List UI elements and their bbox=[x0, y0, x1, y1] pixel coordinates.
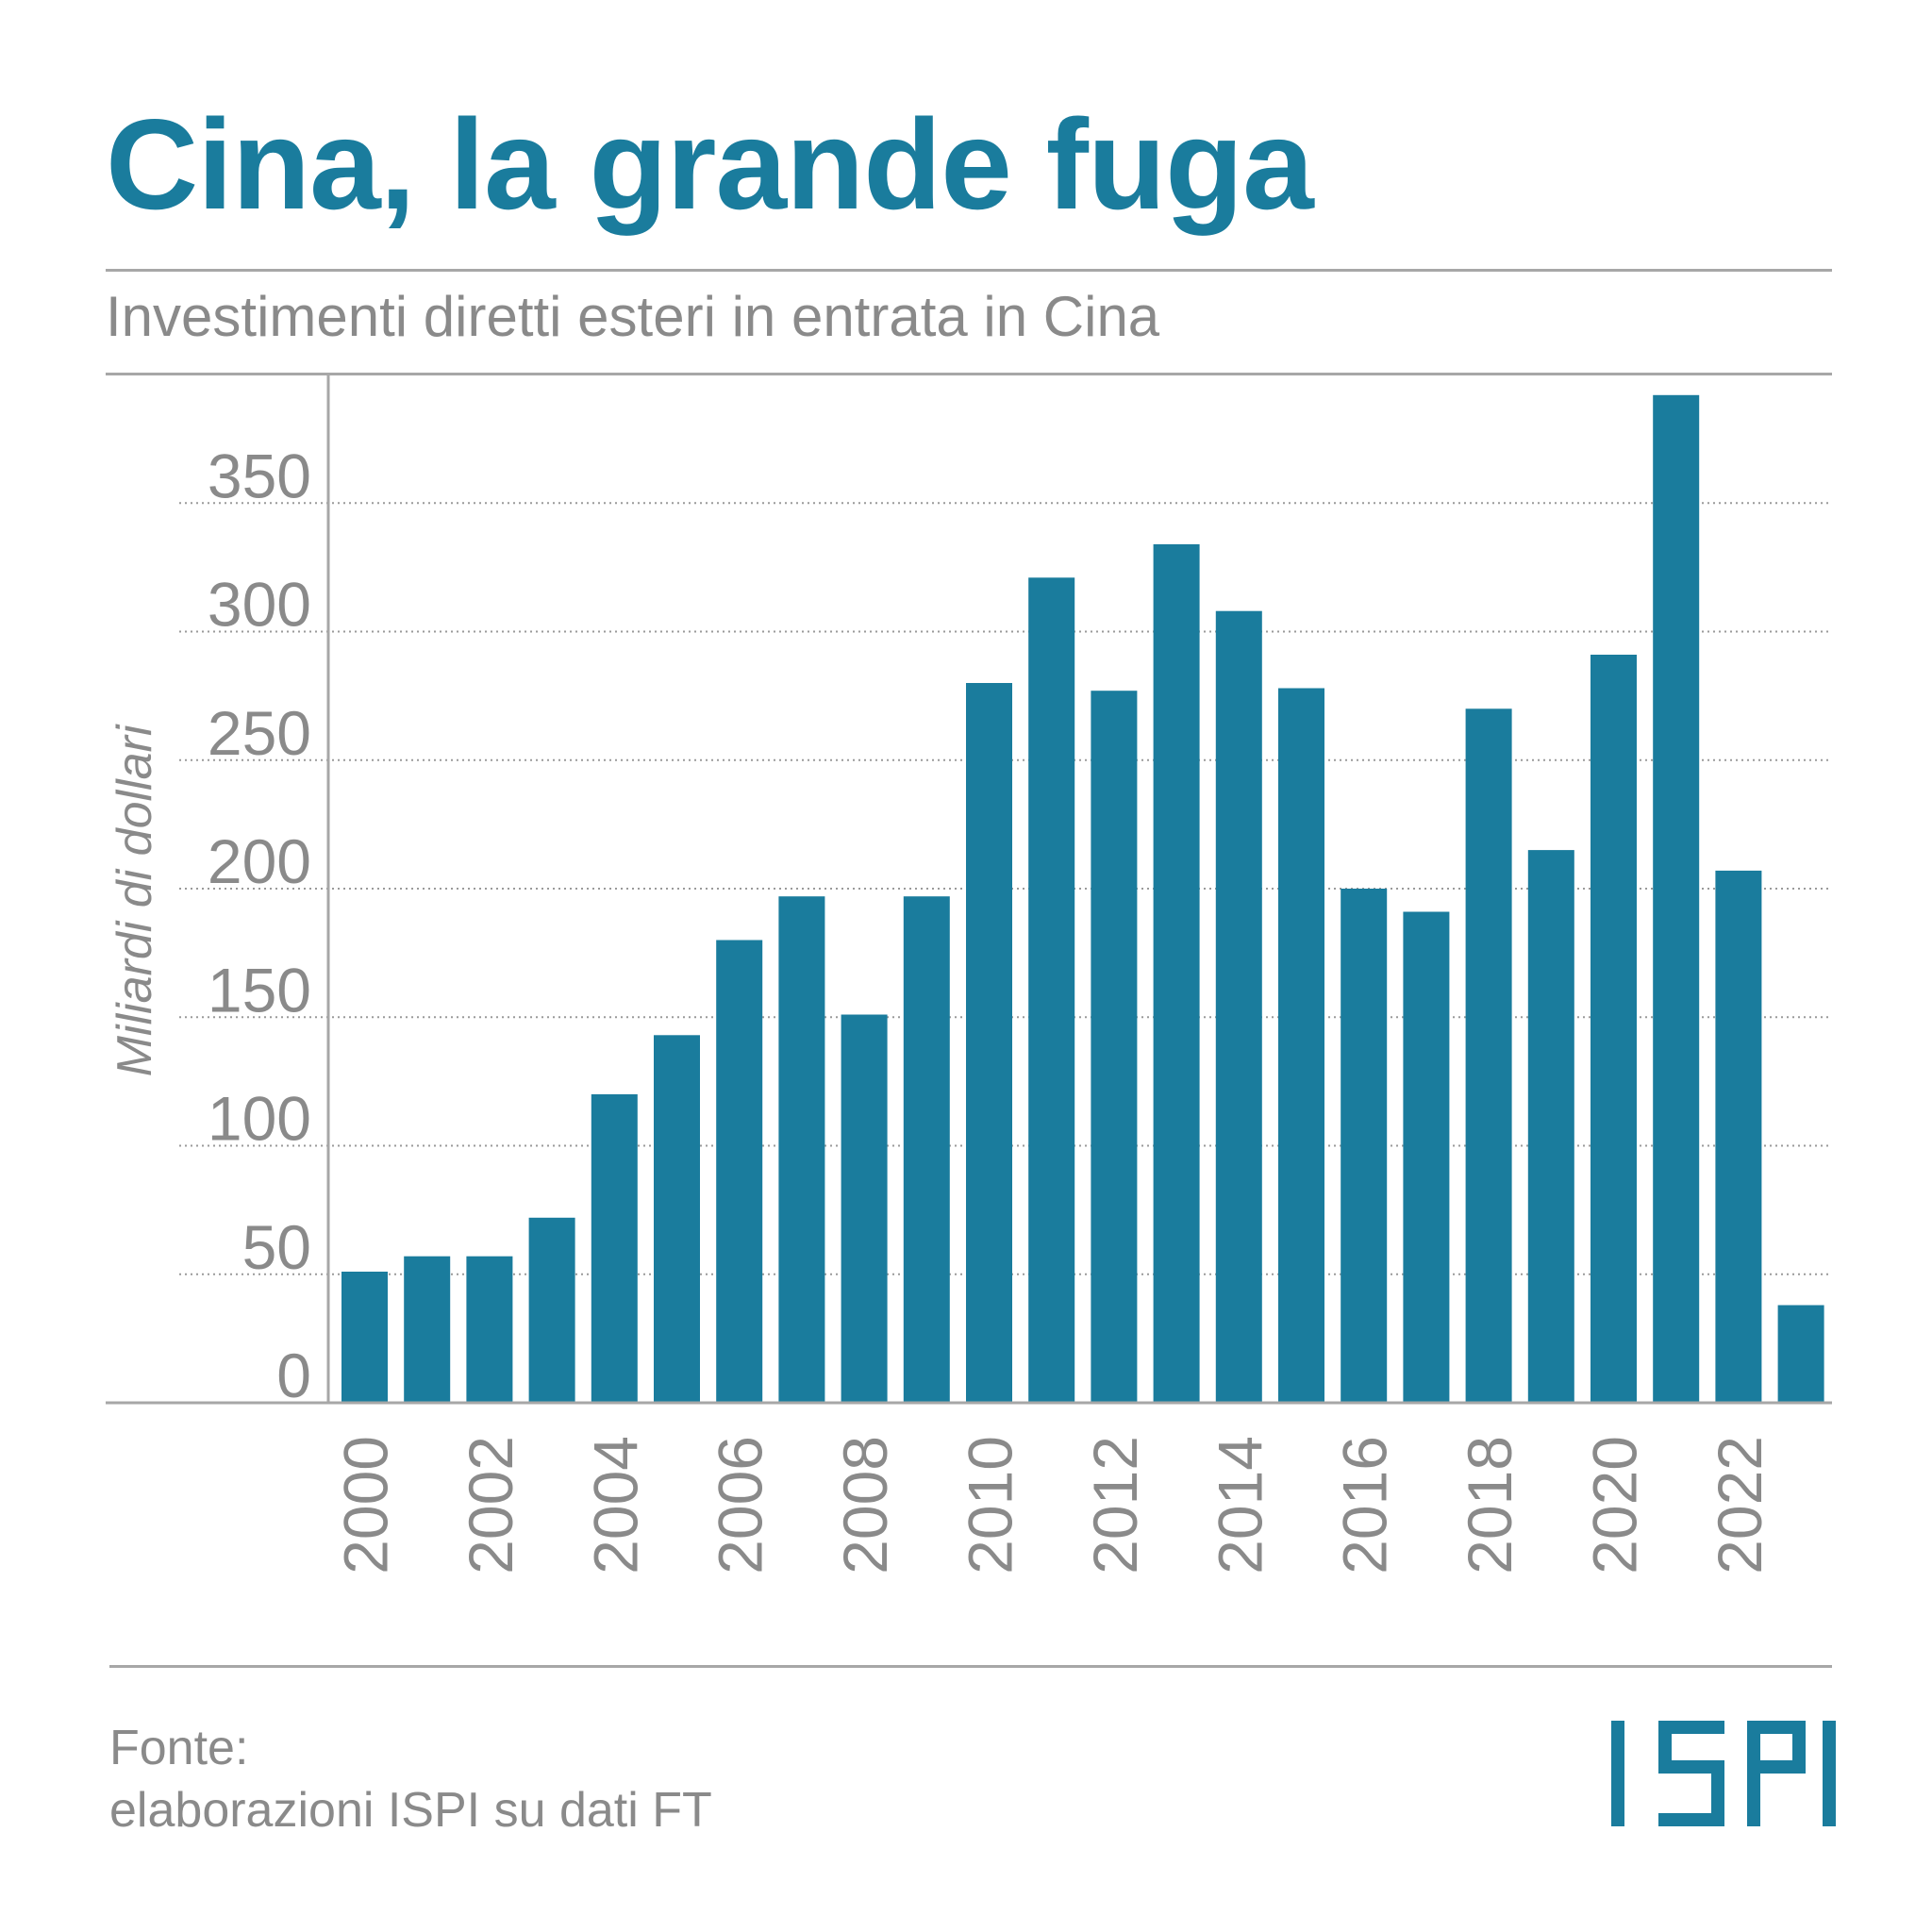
y-tick-label-100: 100 bbox=[208, 1084, 311, 1154]
y-tick-label-350: 350 bbox=[208, 441, 311, 510]
bar-2001 bbox=[404, 1256, 451, 1403]
y-tick-label-50: 50 bbox=[242, 1212, 311, 1282]
bar-2011 bbox=[1028, 577, 1075, 1403]
source-text: elaborazioni ISPI su dati FT bbox=[109, 1783, 712, 1838]
bar-2023 bbox=[1777, 1305, 1824, 1403]
x-tick-label-2022: 2022 bbox=[1705, 1436, 1774, 1574]
x-tick-label-2014: 2014 bbox=[1205, 1436, 1274, 1574]
source-note: Fonte: elaborazioni ISPI su dati FT bbox=[109, 1717, 712, 1841]
bar-2019 bbox=[1527, 850, 1574, 1403]
bar-2020 bbox=[1591, 655, 1637, 1403]
source-label: Fonte: bbox=[109, 1721, 249, 1775]
bar-2018 bbox=[1465, 708, 1512, 1404]
x-tick-label-2004: 2004 bbox=[580, 1436, 650, 1574]
bar-2013 bbox=[1153, 543, 1200, 1403]
bar-2000 bbox=[341, 1272, 388, 1403]
y-tick-label-200: 200 bbox=[208, 826, 311, 896]
y-tick-label-0: 0 bbox=[276, 1341, 311, 1410]
chart-title: Cina, la grande fuga bbox=[106, 92, 1314, 236]
ispi-logo bbox=[1611, 1721, 1836, 1826]
y-axis-tick-labels: 0 50 100 150 200 250 300 350 bbox=[208, 441, 311, 1410]
y-tick-label-150: 150 bbox=[208, 955, 311, 1024]
bar-2016 bbox=[1341, 889, 1388, 1403]
bar-2017 bbox=[1403, 911, 1450, 1403]
top-rule bbox=[106, 269, 1832, 272]
bar-2007 bbox=[778, 896, 825, 1403]
bottom-rule bbox=[109, 1665, 1832, 1668]
x-tick-label-2000: 2000 bbox=[331, 1436, 401, 1574]
bar-2005 bbox=[654, 1035, 700, 1403]
x-tick-label-2008: 2008 bbox=[830, 1436, 900, 1574]
y-tick-label-250: 250 bbox=[208, 698, 311, 768]
x-tick-label-2002: 2002 bbox=[456, 1436, 525, 1574]
x-tick-label-2012: 2012 bbox=[1080, 1436, 1150, 1574]
bar-2012 bbox=[1091, 691, 1138, 1403]
bar-2021 bbox=[1653, 394, 1700, 1403]
bar-2010 bbox=[966, 683, 1012, 1403]
bar-2008 bbox=[841, 1014, 888, 1403]
x-tick-label-2016: 2016 bbox=[1330, 1436, 1400, 1574]
x-tick-label-2006: 2006 bbox=[706, 1436, 775, 1574]
bar-2009 bbox=[903, 896, 950, 1403]
x-tick-label-2010: 2010 bbox=[956, 1436, 1025, 1574]
bar-2015 bbox=[1278, 688, 1324, 1403]
y-axis-label: Miliardi di dollari bbox=[108, 724, 162, 1076]
bar-2006 bbox=[716, 940, 763, 1403]
bar-2004 bbox=[591, 1094, 638, 1403]
x-axis-tick-labels: 2000 2002 2004 2006 2008 2010 2012 2014 2016 2018… bbox=[331, 1436, 1774, 1574]
bar-2022 bbox=[1715, 870, 1762, 1403]
x-tick-label-2018: 2018 bbox=[1455, 1436, 1524, 1574]
bars bbox=[341, 394, 1824, 1404]
bar-2003 bbox=[528, 1217, 575, 1403]
bar-2002 bbox=[466, 1256, 513, 1403]
chart-subtitle: Investimenti diretti esteri in entrata i… bbox=[106, 285, 1160, 348]
chart-top-rule bbox=[106, 373, 1832, 375]
x-tick-label-2020: 2020 bbox=[1580, 1436, 1650, 1574]
bar-2014 bbox=[1215, 610, 1262, 1403]
y-tick-label-300: 300 bbox=[208, 570, 311, 640]
